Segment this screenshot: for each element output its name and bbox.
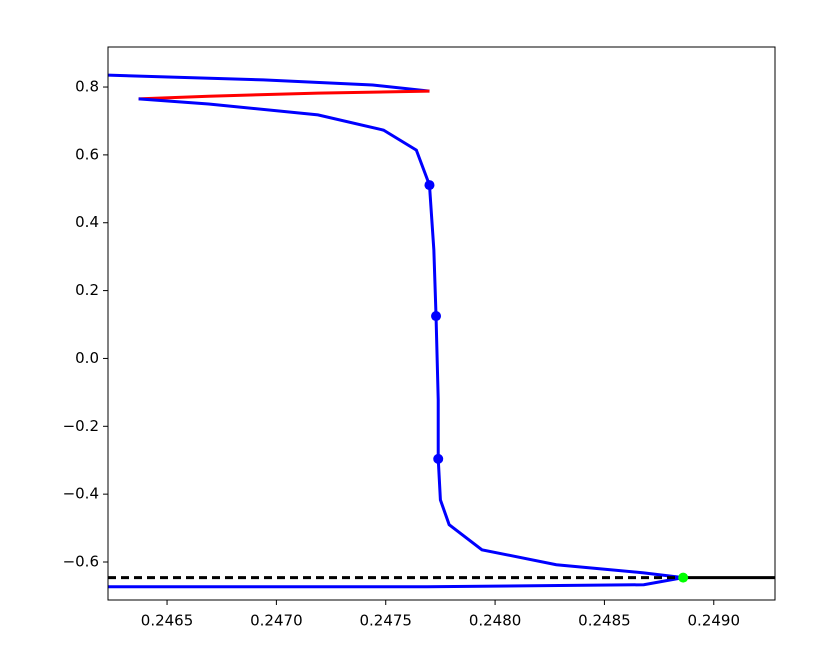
series-line — [138, 89, 430, 101]
y-tick-label: −0.4 — [63, 485, 99, 503]
y-tick-label: 0.8 — [75, 78, 99, 96]
plot-frame — [107, 46, 776, 601]
point — [424, 180, 435, 191]
point — [431, 311, 442, 322]
x-tick-label: 0.2490 — [688, 612, 741, 630]
point — [678, 572, 689, 583]
x-tick-label: 0.2465 — [141, 612, 194, 630]
y-tick-label: −0.6 — [63, 553, 99, 571]
x-tick-label: 0.2470 — [250, 612, 303, 630]
x-tick-label: 0.2475 — [359, 612, 412, 630]
y-tick-label: 0.0 — [75, 349, 99, 367]
series-line — [107, 73, 430, 93]
point — [433, 453, 444, 464]
y-tick-label: −0.2 — [63, 417, 99, 435]
y-tick-label: 0.4 — [75, 213, 99, 231]
x-tick-label: 0.2485 — [578, 612, 631, 630]
x-tick-label: 0.2480 — [469, 612, 522, 630]
series-line — [108, 97, 684, 589]
y-tick-label: 0.6 — [75, 145, 99, 163]
y-tick-label: 0.2 — [75, 281, 99, 299]
